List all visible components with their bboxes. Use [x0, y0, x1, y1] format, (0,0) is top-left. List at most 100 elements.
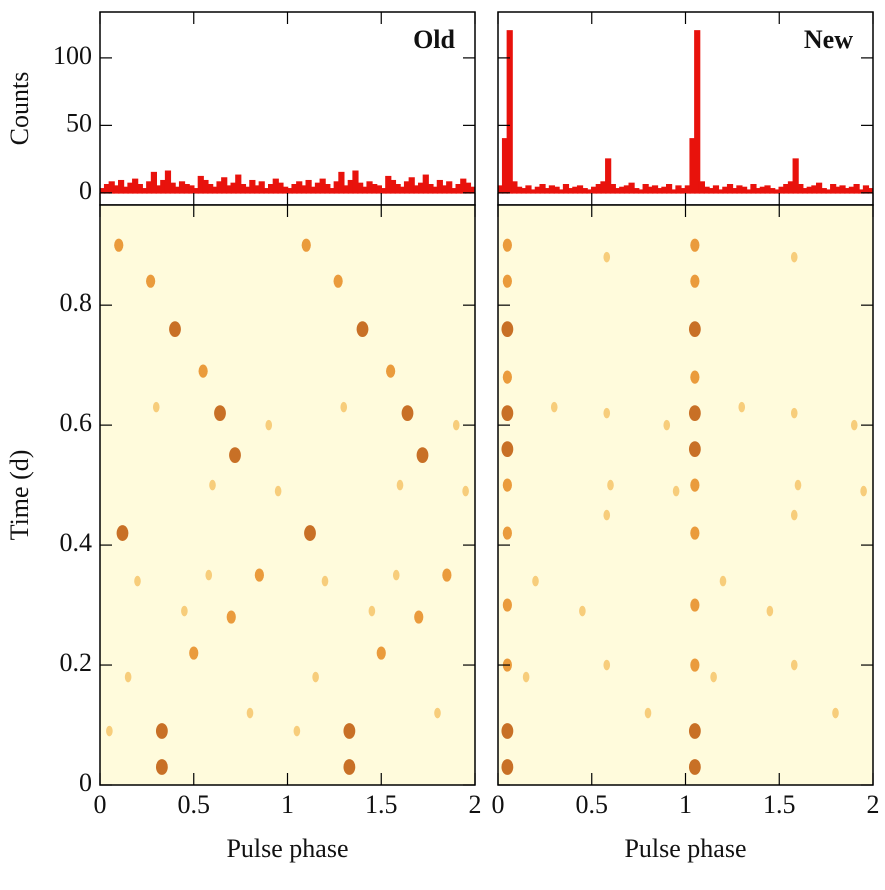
hist-bar	[352, 170, 359, 194]
heatmap-spot	[710, 671, 717, 683]
heatmap-spot	[663, 419, 671, 431]
plot-area	[100, 205, 475, 785]
heatmap-spot	[688, 759, 701, 775]
heatmap-spot	[832, 707, 839, 719]
heatmap-spot	[790, 659, 798, 671]
heatmap-spot	[501, 759, 514, 775]
heatmap-spot	[209, 479, 216, 491]
hist-bar	[338, 171, 345, 194]
heatmap-spot	[550, 401, 558, 413]
hist-bar	[506, 30, 513, 194]
hist-bar	[605, 158, 612, 194]
plot-area	[100, 170, 475, 194]
heatmap-spot	[205, 569, 213, 581]
heatmap-spot	[386, 364, 396, 378]
heatmap-spot	[690, 526, 700, 540]
x-tick-label: 1.5	[365, 790, 398, 819]
heatmap-spot	[690, 370, 700, 384]
heatmap-spot	[452, 419, 460, 431]
heatmap-spot	[719, 575, 727, 587]
heatmap-spot	[124, 671, 132, 683]
heatmap-spot	[181, 605, 188, 617]
heatmap-spot	[690, 238, 700, 252]
hist-bar	[446, 181, 453, 194]
hist-bar	[694, 30, 701, 194]
panel-label: Old	[413, 25, 455, 54]
heatmap-spot	[688, 405, 701, 422]
heatmap-spot	[356, 321, 369, 338]
y-tick-label: 0	[79, 176, 92, 205]
hist-bar	[258, 181, 265, 194]
heatmap-spot	[860, 485, 867, 497]
heatmap-spot	[688, 441, 701, 458]
heatmap-spot	[392, 569, 400, 581]
x-axis-label: Pulse phase	[226, 834, 348, 863]
heatmap-spot	[442, 568, 452, 582]
heatmap-spot	[688, 723, 701, 739]
x-tick-label: 2	[867, 790, 880, 819]
heatmap-spot	[501, 321, 514, 338]
y-tick-label: 0.2	[60, 648, 93, 677]
heatmap-spot	[343, 723, 356, 739]
x-tick-label: 2	[469, 790, 482, 819]
heatmap-spot	[376, 646, 386, 660]
heatmap-spot	[603, 509, 611, 521]
y-tick-label: 0	[79, 768, 92, 797]
hist-bar	[666, 184, 673, 194]
heatmap-spot	[169, 321, 181, 338]
heatmap-spot	[522, 671, 530, 683]
heatmap-spot	[766, 605, 774, 617]
heatmap-spot	[189, 646, 199, 660]
x-tick-label: 0	[492, 790, 505, 819]
heatmap-spot	[790, 251, 798, 263]
y-axis-label: Time (d)	[5, 450, 34, 541]
heatmap-spot	[301, 238, 311, 252]
hist-bar	[164, 170, 172, 194]
heatmap-spot	[738, 401, 746, 413]
heatmap-spot	[603, 659, 611, 671]
heatmap-spot	[690, 598, 700, 612]
heatmap-spot	[274, 485, 282, 497]
y-axis-label: Counts	[5, 72, 34, 146]
heatmap-background	[498, 205, 873, 785]
heatmap-spot	[254, 568, 264, 582]
heatmap-spot	[502, 274, 512, 288]
heatmap-spot	[501, 441, 514, 458]
panel-label: New	[804, 25, 853, 54]
heatmap-spot	[368, 605, 376, 617]
x-tick-label: 0	[94, 790, 107, 819]
hist-bar	[150, 171, 157, 194]
heatmap-spot	[333, 274, 343, 288]
y-tick-label: 50	[66, 108, 92, 137]
plot-area	[498, 205, 873, 785]
heatmap-spot	[321, 575, 329, 587]
plot-area	[498, 30, 873, 194]
heatmap-spot	[607, 479, 614, 491]
heatmap-spot	[502, 238, 512, 252]
heatmap-spot	[246, 707, 254, 719]
hist-bar	[853, 184, 860, 194]
heatmap-spot	[134, 575, 141, 587]
y-tick-label: 0.6	[60, 408, 93, 437]
heatmap-spot	[214, 405, 226, 422]
heatmap-spot	[603, 251, 611, 263]
heatmap-spot	[462, 485, 469, 497]
heatmap-spot	[501, 723, 514, 739]
heatmap-spot	[155, 723, 168, 739]
heatmap-spot	[304, 525, 316, 541]
x-tick-label: 1	[679, 790, 692, 819]
heatmap-spot	[293, 725, 301, 737]
y-tick-label: 0.4	[60, 528, 93, 557]
heatmap-spot	[690, 478, 700, 492]
heatmap-spot	[226, 610, 236, 624]
heatmap-spot	[155, 759, 168, 775]
heatmap-spot	[106, 725, 113, 737]
x-axis-label: Pulse phase	[624, 834, 746, 863]
y-tick-label: 100	[53, 41, 92, 70]
heatmap-spot	[850, 419, 858, 431]
heatmap-spot	[416, 447, 429, 464]
heatmap-spot	[343, 759, 356, 775]
heatmap-spot	[502, 370, 512, 384]
x-tick-label: 1	[281, 790, 294, 819]
